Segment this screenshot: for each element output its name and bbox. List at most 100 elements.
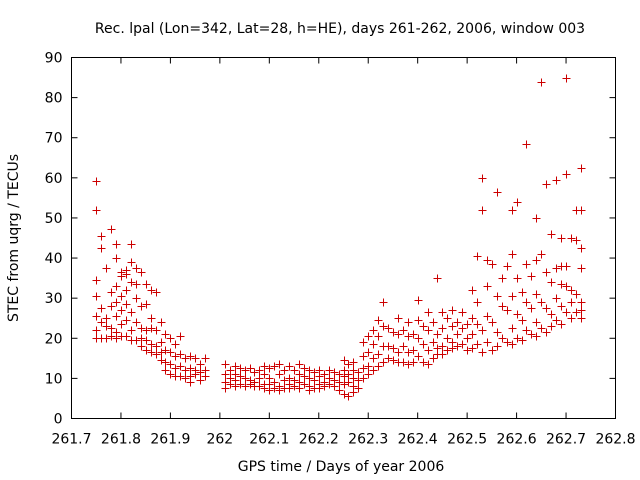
data-point — [577, 298, 586, 307]
y-tick: 20 — [45, 331, 616, 347]
data-point — [379, 322, 388, 331]
data-point — [132, 264, 141, 273]
data-point — [330, 382, 339, 391]
data-point — [404, 360, 413, 369]
data-point — [552, 294, 561, 303]
data-point — [379, 298, 388, 307]
data-point — [176, 372, 185, 381]
data-point — [359, 352, 368, 361]
data-point — [448, 306, 457, 315]
data-point — [344, 370, 353, 379]
y-tick-label: 10 — [45, 371, 63, 387]
x-tick-label: 262.1 — [249, 432, 289, 448]
chart-title: Rec. lpal (Lon=342, Lat=28, h=HE), days … — [95, 21, 585, 37]
data-point — [112, 334, 121, 343]
data-point — [394, 330, 403, 339]
data-point — [483, 312, 492, 321]
data-point — [438, 350, 447, 359]
data-point — [443, 314, 452, 323]
y-tick-label: 60 — [45, 171, 63, 187]
data-point — [255, 382, 264, 391]
x-tick: 262.2 — [299, 57, 339, 448]
data-point — [92, 276, 101, 285]
data-point — [92, 206, 101, 215]
data-point — [236, 364, 245, 373]
data-point — [300, 364, 309, 373]
data-point — [127, 278, 136, 287]
data-point — [137, 268, 146, 277]
data-point — [577, 206, 586, 215]
data-point — [522, 326, 531, 335]
y-tick-label: 80 — [45, 91, 63, 107]
data-point — [478, 348, 487, 357]
data-point — [117, 272, 126, 281]
data-point — [438, 342, 447, 351]
x-tick: 261.9 — [150, 57, 190, 448]
data-point — [102, 322, 111, 331]
data-point — [171, 340, 180, 349]
x-tick: 261.8 — [101, 57, 141, 448]
y-tick: 40 — [45, 251, 616, 267]
data-point — [448, 344, 457, 353]
data-point — [102, 264, 111, 273]
data-point — [503, 306, 512, 315]
data-point — [142, 280, 151, 289]
y-tick-label: 30 — [45, 291, 63, 307]
data-point — [433, 330, 442, 339]
data-point — [389, 344, 398, 353]
data-point — [221, 370, 230, 379]
data-point — [384, 342, 393, 351]
data-point — [107, 288, 116, 297]
data-point — [246, 364, 255, 373]
data-point — [458, 324, 467, 333]
y-tick-label: 40 — [45, 251, 63, 267]
data-point — [315, 372, 324, 381]
data-point — [112, 240, 121, 249]
data-point — [305, 366, 314, 375]
data-point — [340, 390, 349, 399]
data-point — [572, 236, 581, 245]
data-point — [503, 262, 512, 271]
data-point — [231, 382, 240, 391]
data-point — [399, 358, 408, 367]
data-point — [463, 334, 472, 343]
data-point — [419, 358, 428, 367]
data-point — [147, 340, 156, 349]
data-point — [557, 302, 566, 311]
data-point — [438, 308, 447, 317]
data-point — [518, 336, 527, 345]
x-tick: 262 — [206, 57, 233, 448]
data-point — [453, 330, 462, 339]
data-point — [532, 318, 541, 327]
data-point — [572, 308, 581, 317]
data-point — [201, 372, 210, 381]
data-point — [92, 292, 101, 301]
data-point — [344, 360, 353, 369]
data-point — [132, 318, 141, 327]
data-point — [473, 298, 482, 307]
data-point — [161, 330, 170, 339]
data-point — [518, 288, 527, 297]
data-point — [389, 356, 398, 365]
data-point — [577, 306, 586, 315]
data-point — [157, 348, 166, 357]
data-point — [374, 362, 383, 371]
data-point — [483, 256, 492, 265]
data-point — [117, 306, 126, 315]
y-tick-label: 0 — [54, 412, 63, 428]
data-point — [399, 326, 408, 335]
data-point — [132, 336, 141, 345]
data-point — [359, 364, 368, 373]
x-tick: 262.7 — [546, 57, 586, 448]
data-point — [325, 366, 334, 375]
data-point — [379, 358, 388, 367]
y-tick: 50 — [45, 211, 616, 227]
data-point — [493, 188, 502, 197]
data-point — [122, 332, 131, 341]
data-point — [122, 316, 131, 325]
data-point — [527, 304, 536, 313]
y-tick: 30 — [45, 291, 616, 307]
y-tick: 70 — [45, 131, 616, 147]
data-point — [152, 350, 161, 359]
x-tick-label: 262 — [206, 432, 233, 448]
